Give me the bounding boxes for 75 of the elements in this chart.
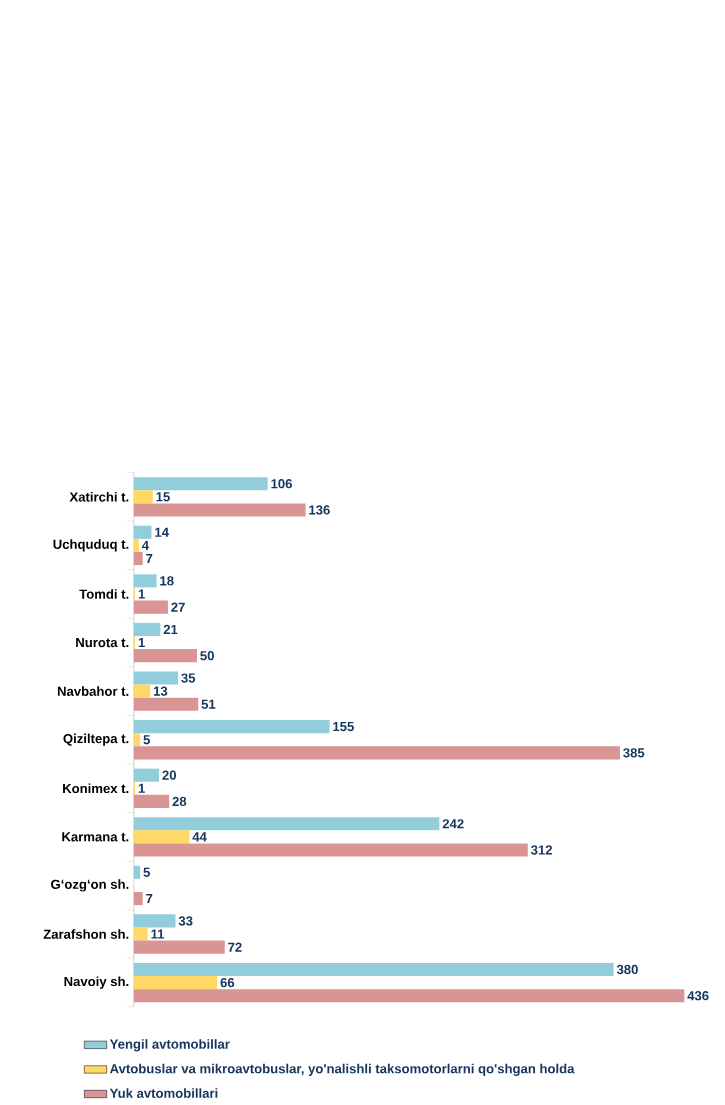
bar — [134, 697, 199, 711]
y-tick-label: Zarafshon sh. — [43, 929, 129, 939]
bar — [134, 794, 170, 808]
legend-label: Yuk avtomobillari — [110, 1088, 218, 1098]
y-tick-label: Tomdi t. — [79, 589, 129, 599]
data-label: 4 — [142, 540, 150, 550]
data-label: 15 — [156, 492, 171, 502]
bar — [134, 574, 157, 588]
y-tick-label: Navoiy sh. — [64, 976, 129, 989]
bar — [134, 622, 161, 636]
bar — [134, 843, 529, 857]
data-label: 51 — [201, 699, 216, 709]
y-tick-label: G‘ozg‘on sh. — [51, 879, 129, 892]
data-label: 1 — [139, 589, 146, 599]
bar — [134, 671, 179, 685]
y-tick-label: Uchquduq t. — [53, 539, 129, 552]
bar — [134, 989, 685, 1003]
bar — [134, 733, 141, 747]
y-tick-label: Karmana t. — [62, 832, 129, 842]
bar — [134, 976, 218, 990]
y-tick-label: Xatirchi t. — [69, 492, 129, 502]
bar — [134, 865, 141, 879]
legend-label: Yengil avtomobillar — [110, 1039, 230, 1052]
data-label: 242 — [442, 819, 464, 829]
bar — [134, 720, 330, 734]
bar — [134, 503, 306, 517]
data-label: 1 — [139, 638, 146, 648]
data-label: 14 — [155, 527, 170, 537]
y-tick-label: Konimex t. — [63, 783, 129, 794]
data-label: 5 — [143, 735, 151, 745]
data-label: 7 — [146, 894, 153, 904]
data-label: 1 — [139, 783, 146, 793]
y-tick-label: Nurota t. — [76, 637, 129, 648]
data-label: 106 — [271, 479, 293, 489]
data-label: 50 — [200, 651, 215, 661]
y-tick-label: Navbahor t. — [58, 686, 129, 696]
bar — [134, 551, 143, 566]
data-label: 11 — [151, 929, 165, 939]
data-label: 312 — [531, 845, 553, 855]
bar — [134, 830, 190, 844]
bar — [134, 538, 140, 552]
bar — [134, 940, 225, 954]
bar — [134, 525, 152, 539]
legend-label: Avtobuslar va mikroavtobuslar, yo'nalishli taksomotorlarni qo'shgan holda — [110, 1063, 575, 1076]
data-label: 380 — [617, 964, 639, 975]
bar — [134, 914, 176, 928]
data-label: 7 — [146, 554, 153, 564]
bar — [134, 927, 148, 941]
data-label: 436 — [687, 991, 709, 1001]
data-label: 20 — [162, 770, 177, 780]
data-label: 385 — [623, 748, 645, 758]
data-label: 136 — [309, 505, 331, 515]
y-tick-label: Qiziltepa t. — [63, 733, 129, 746]
data-label: 5 — [143, 867, 151, 877]
bar — [134, 600, 169, 614]
bar — [134, 746, 621, 760]
data-label: 18 — [160, 576, 174, 586]
bar — [134, 817, 440, 831]
bar — [134, 892, 143, 906]
bar — [134, 962, 614, 977]
data-label: 44 — [192, 832, 208, 842]
bar — [134, 768, 160, 782]
data-label: 28 — [172, 796, 187, 807]
data-label: 155 — [333, 722, 355, 732]
data-label: 27 — [171, 602, 186, 612]
data-label: 21 — [163, 624, 178, 635]
data-label: 33 — [178, 916, 193, 926]
bar — [134, 490, 154, 504]
bar — [134, 477, 268, 491]
data-label: 13 — [154, 686, 168, 696]
data-label: 35 — [181, 673, 196, 683]
data-label: 66 — [220, 977, 235, 988]
bar — [134, 684, 151, 698]
data-label: 72 — [228, 942, 242, 952]
bar — [134, 649, 198, 663]
